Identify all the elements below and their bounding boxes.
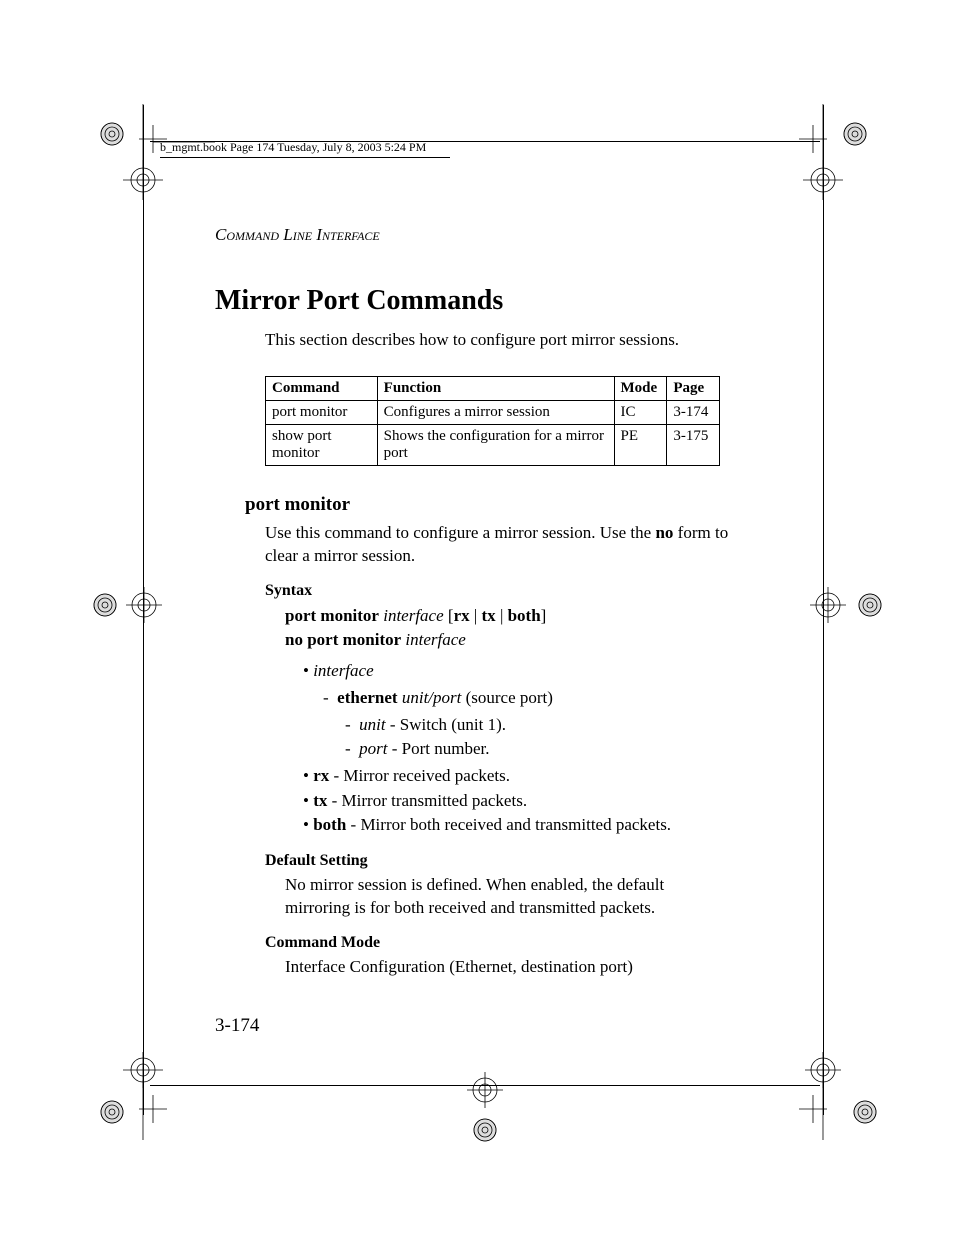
- text: - Mirror received packets.: [329, 766, 510, 785]
- printers-mark-bottom-left: [95, 1040, 215, 1160]
- bold-text: rx: [313, 766, 329, 785]
- registration-icon: [88, 575, 168, 635]
- printers-mark-bottom-right: [760, 1040, 880, 1160]
- table-cell: Configures a mirror session: [377, 400, 614, 424]
- list-item: rx - Mirror received packets.: [303, 764, 745, 789]
- default-setting-text: No mirror session is defined. When enabl…: [285, 874, 705, 920]
- list-item: interface ethernet unit/port (source por…: [303, 659, 745, 762]
- content-area: Command Line Interface Mirror Port Comma…: [215, 225, 745, 979]
- table-cell: IC: [614, 400, 667, 424]
- book-header: b_mgmt.book Page 174 Tuesday, July 8, 20…: [160, 140, 450, 158]
- command-name: port monitor: [245, 494, 745, 516]
- running-head: Command Line Interface: [215, 225, 745, 245]
- italic-text: interface: [383, 606, 443, 625]
- list-item: port - Port number.: [345, 737, 745, 762]
- registration-icon: [760, 1040, 890, 1160]
- syntax-heading: Syntax: [265, 582, 745, 600]
- table-cell: 3-175: [667, 424, 720, 465]
- syntax-line: port monitor interface [rx | tx | both]: [285, 604, 745, 628]
- syntax-line: no port monitor interface: [285, 628, 745, 652]
- table-row: show port monitor Shows the configuratio…: [266, 424, 720, 465]
- text: (source port): [461, 688, 553, 707]
- registration-icon: [95, 1040, 215, 1160]
- text: - Mirror transmitted packets.: [327, 791, 527, 810]
- bold-text: tx: [482, 606, 496, 625]
- list-item: both - Mirror both received and transmit…: [303, 813, 745, 838]
- printers-mark-mid-right: [800, 575, 890, 640]
- text: |: [470, 606, 482, 625]
- bold-text: both: [313, 815, 346, 834]
- text: |: [496, 606, 508, 625]
- list-item: tx - Mirror transmitted packets.: [303, 789, 745, 814]
- table-header: Mode: [614, 376, 667, 400]
- italic-text: unit: [359, 715, 385, 734]
- parameter-list: interface ethernet unit/port (source por…: [303, 659, 745, 837]
- table-header: Function: [377, 376, 614, 400]
- bold-text: rx: [454, 606, 470, 625]
- text: - Mirror both received and transmitted p…: [346, 815, 671, 834]
- command-mode-text: Interface Configuration (Ethernet, desti…: [285, 956, 745, 979]
- command-description: Use this command to configure a mirror s…: [265, 522, 745, 568]
- text: ]: [541, 606, 547, 625]
- list-item: unit - Switch (unit 1).: [345, 713, 745, 738]
- syntax-block: port monitor interface [rx | tx | both] …: [285, 604, 745, 652]
- registration-icon: [445, 1068, 535, 1148]
- text: [: [444, 606, 454, 625]
- italic-text: interface: [405, 630, 465, 649]
- text: - Switch (unit 1).: [386, 715, 506, 734]
- table-row: port monitor Configures a mirror session…: [266, 400, 720, 424]
- bold-text: both: [508, 606, 541, 625]
- table-header-row: Command Function Mode Page: [266, 376, 720, 400]
- registration-icon: [740, 90, 880, 210]
- command-mode-heading: Command Mode: [265, 934, 745, 952]
- printers-mark-bottom-center: [445, 1068, 535, 1153]
- italic-text: unit/port: [402, 688, 462, 707]
- page-number: 3-174: [215, 1015, 259, 1037]
- bold-text: tx: [313, 791, 327, 810]
- table-cell: Shows the configuration for a mirror por…: [377, 424, 614, 465]
- table-header: Command: [266, 376, 378, 400]
- italic-text: interface: [313, 661, 373, 680]
- table-cell: show port monitor: [266, 424, 378, 465]
- list-item: ethernet unit/port (source port) unit - …: [323, 686, 745, 762]
- bold-text: port monitor: [285, 606, 379, 625]
- text: - Port number.: [388, 739, 490, 758]
- printers-mark-mid-left: [88, 575, 168, 640]
- command-table: Command Function Mode Page port monitor …: [265, 376, 720, 466]
- page-container: b_mgmt.book Page 174 Tuesday, July 8, 20…: [0, 0, 954, 1235]
- default-setting-heading: Default Setting: [265, 852, 745, 870]
- bold-text: ethernet: [337, 688, 397, 707]
- bold-text: no port monitor: [285, 630, 401, 649]
- bold-text: no: [655, 523, 673, 542]
- table-cell: port monitor: [266, 400, 378, 424]
- section-intro: This section describes how to configure …: [265, 329, 745, 352]
- registration-icon: [800, 575, 890, 635]
- table-cell: 3-174: [667, 400, 720, 424]
- table-header: Page: [667, 376, 720, 400]
- table-cell: PE: [614, 424, 667, 465]
- printers-mark-top-right: [740, 90, 860, 210]
- italic-text: port: [359, 739, 387, 758]
- section-title: Mirror Port Commands: [215, 285, 745, 317]
- text: Use this command to configure a mirror s…: [265, 523, 655, 542]
